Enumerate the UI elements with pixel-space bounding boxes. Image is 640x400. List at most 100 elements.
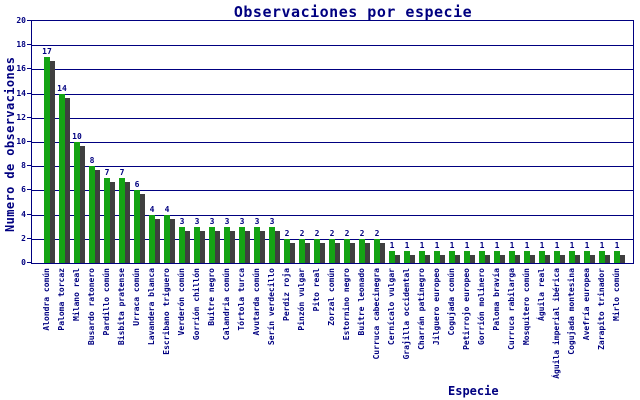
bar-value-label: 1 bbox=[494, 240, 500, 250]
x-axis-title: Especie bbox=[448, 384, 499, 398]
category-label: Gorrión molinero bbox=[476, 268, 486, 346]
plot-area: 17 14 10 8 7 7 6 4 4 3 3 3 3 3 3 3 2 2 2 2 2 2 2 1 1 1 1 1 1 1 1 1 1 1 1 1 1… bbox=[31, 20, 634, 264]
bar-value-label: 17 bbox=[42, 47, 52, 57]
bar-shadow bbox=[155, 218, 160, 263]
bar bbox=[569, 250, 575, 263]
bar-shadow bbox=[335, 242, 340, 263]
bar-shadow bbox=[365, 242, 370, 263]
bar-value-label: 1 bbox=[404, 240, 410, 250]
bar-shadow bbox=[230, 230, 235, 263]
bar-value-label: 3 bbox=[239, 216, 245, 226]
bar-shadow bbox=[500, 254, 505, 263]
bar bbox=[239, 226, 245, 263]
bar-shadow bbox=[200, 230, 205, 263]
bar bbox=[374, 238, 380, 263]
bar bbox=[299, 238, 305, 263]
bar-value-label: 3 bbox=[269, 216, 275, 226]
bar-value-label: 1 bbox=[599, 240, 605, 250]
bar bbox=[434, 250, 440, 263]
category-label: Pardillo común bbox=[101, 268, 111, 336]
category-label: Mirlo común bbox=[611, 268, 621, 321]
bar-shadow bbox=[95, 170, 100, 263]
bar bbox=[209, 226, 215, 263]
bar-value-label: 1 bbox=[509, 240, 515, 250]
bar bbox=[44, 57, 50, 263]
bar-value-label: 1 bbox=[554, 240, 560, 250]
bar bbox=[194, 226, 200, 263]
gridline bbox=[32, 93, 633, 95]
y-tick-mark bbox=[27, 213, 31, 215]
bar-value-label: 1 bbox=[479, 240, 485, 250]
bar bbox=[89, 166, 95, 263]
category-label: Milano real bbox=[71, 268, 81, 321]
category-label: Busardo ratonero bbox=[86, 268, 96, 346]
bar-shadow bbox=[455, 254, 460, 263]
bar-shadow bbox=[320, 242, 325, 263]
y-tick-label: 20 bbox=[16, 16, 26, 25]
bar bbox=[584, 250, 590, 263]
bar-value-label: 1 bbox=[389, 240, 395, 250]
bar-value-label: 6 bbox=[134, 180, 140, 190]
bar-value-label: 1 bbox=[419, 240, 425, 250]
bar bbox=[74, 142, 80, 263]
bar-value-label: 8 bbox=[89, 156, 95, 166]
category-label: Buitre leonado bbox=[356, 268, 366, 336]
bar-shadow bbox=[605, 254, 610, 263]
category-label: Avutarda común bbox=[251, 268, 261, 336]
y-tick-label: 4 bbox=[21, 209, 26, 219]
bar-shadow bbox=[215, 230, 220, 263]
category-label: Zorzal común bbox=[326, 268, 336, 326]
y-tick-mark bbox=[27, 92, 31, 94]
bar bbox=[599, 250, 605, 263]
category-label: Pito real bbox=[311, 268, 321, 312]
category-label: Buitre negro bbox=[206, 268, 216, 326]
chart-title: Observaciones por especie bbox=[233, 3, 473, 21]
bar bbox=[59, 93, 65, 263]
bar-value-label: 7 bbox=[119, 168, 125, 178]
category-label: Curruca rabilarga bbox=[506, 268, 516, 350]
bar-value-label: 1 bbox=[449, 240, 455, 250]
bar bbox=[329, 238, 335, 263]
y-tick-mark bbox=[27, 189, 31, 191]
category-label: Lavandera blanca bbox=[146, 268, 156, 346]
bar-shadow bbox=[290, 242, 295, 263]
bar-value-label: 1 bbox=[569, 240, 575, 250]
bar bbox=[509, 250, 515, 263]
category-label: Águila imperial ibérica bbox=[551, 268, 561, 379]
bar-shadow bbox=[260, 230, 265, 263]
y-tick-mark bbox=[27, 116, 31, 118]
y-tick-label: 2 bbox=[21, 233, 26, 243]
y-tick-mark bbox=[27, 165, 31, 167]
category-label: Avefría europea bbox=[581, 268, 591, 341]
bar-shadow bbox=[530, 254, 535, 263]
bar-shadow bbox=[590, 254, 595, 263]
bar bbox=[614, 250, 620, 263]
y-tick-mark bbox=[27, 237, 31, 239]
bar-value-label: 7 bbox=[104, 168, 110, 178]
bar-value-label: 2 bbox=[299, 228, 305, 238]
category-label: Tórtola turca bbox=[236, 268, 246, 331]
bar-shadow bbox=[380, 242, 385, 263]
category-label: Alondra común bbox=[41, 268, 51, 331]
y-tick-label: 12 bbox=[16, 112, 26, 122]
bar bbox=[284, 238, 290, 263]
bar-shadow bbox=[395, 254, 400, 263]
bar bbox=[269, 226, 275, 263]
y-tick-label: 16 bbox=[16, 64, 26, 74]
category-label: Cernícalo vulgar bbox=[386, 268, 396, 346]
bar-value-label: 1 bbox=[584, 240, 590, 250]
bar-shadow bbox=[620, 254, 625, 263]
bar-value-label: 1 bbox=[464, 240, 470, 250]
bar bbox=[449, 250, 455, 263]
y-tick-label: 6 bbox=[21, 185, 26, 195]
bar-shadow bbox=[125, 182, 130, 263]
bar bbox=[464, 250, 470, 263]
y-tick-label: 0 bbox=[21, 258, 26, 267]
bar bbox=[119, 178, 125, 263]
gridline bbox=[32, 166, 633, 168]
bar bbox=[149, 214, 155, 263]
category-label: Paloma torcaz bbox=[56, 268, 66, 331]
bar-value-label: 2 bbox=[344, 228, 350, 238]
bar-value-label: 3 bbox=[209, 216, 215, 226]
bar-value-label: 2 bbox=[359, 228, 365, 238]
